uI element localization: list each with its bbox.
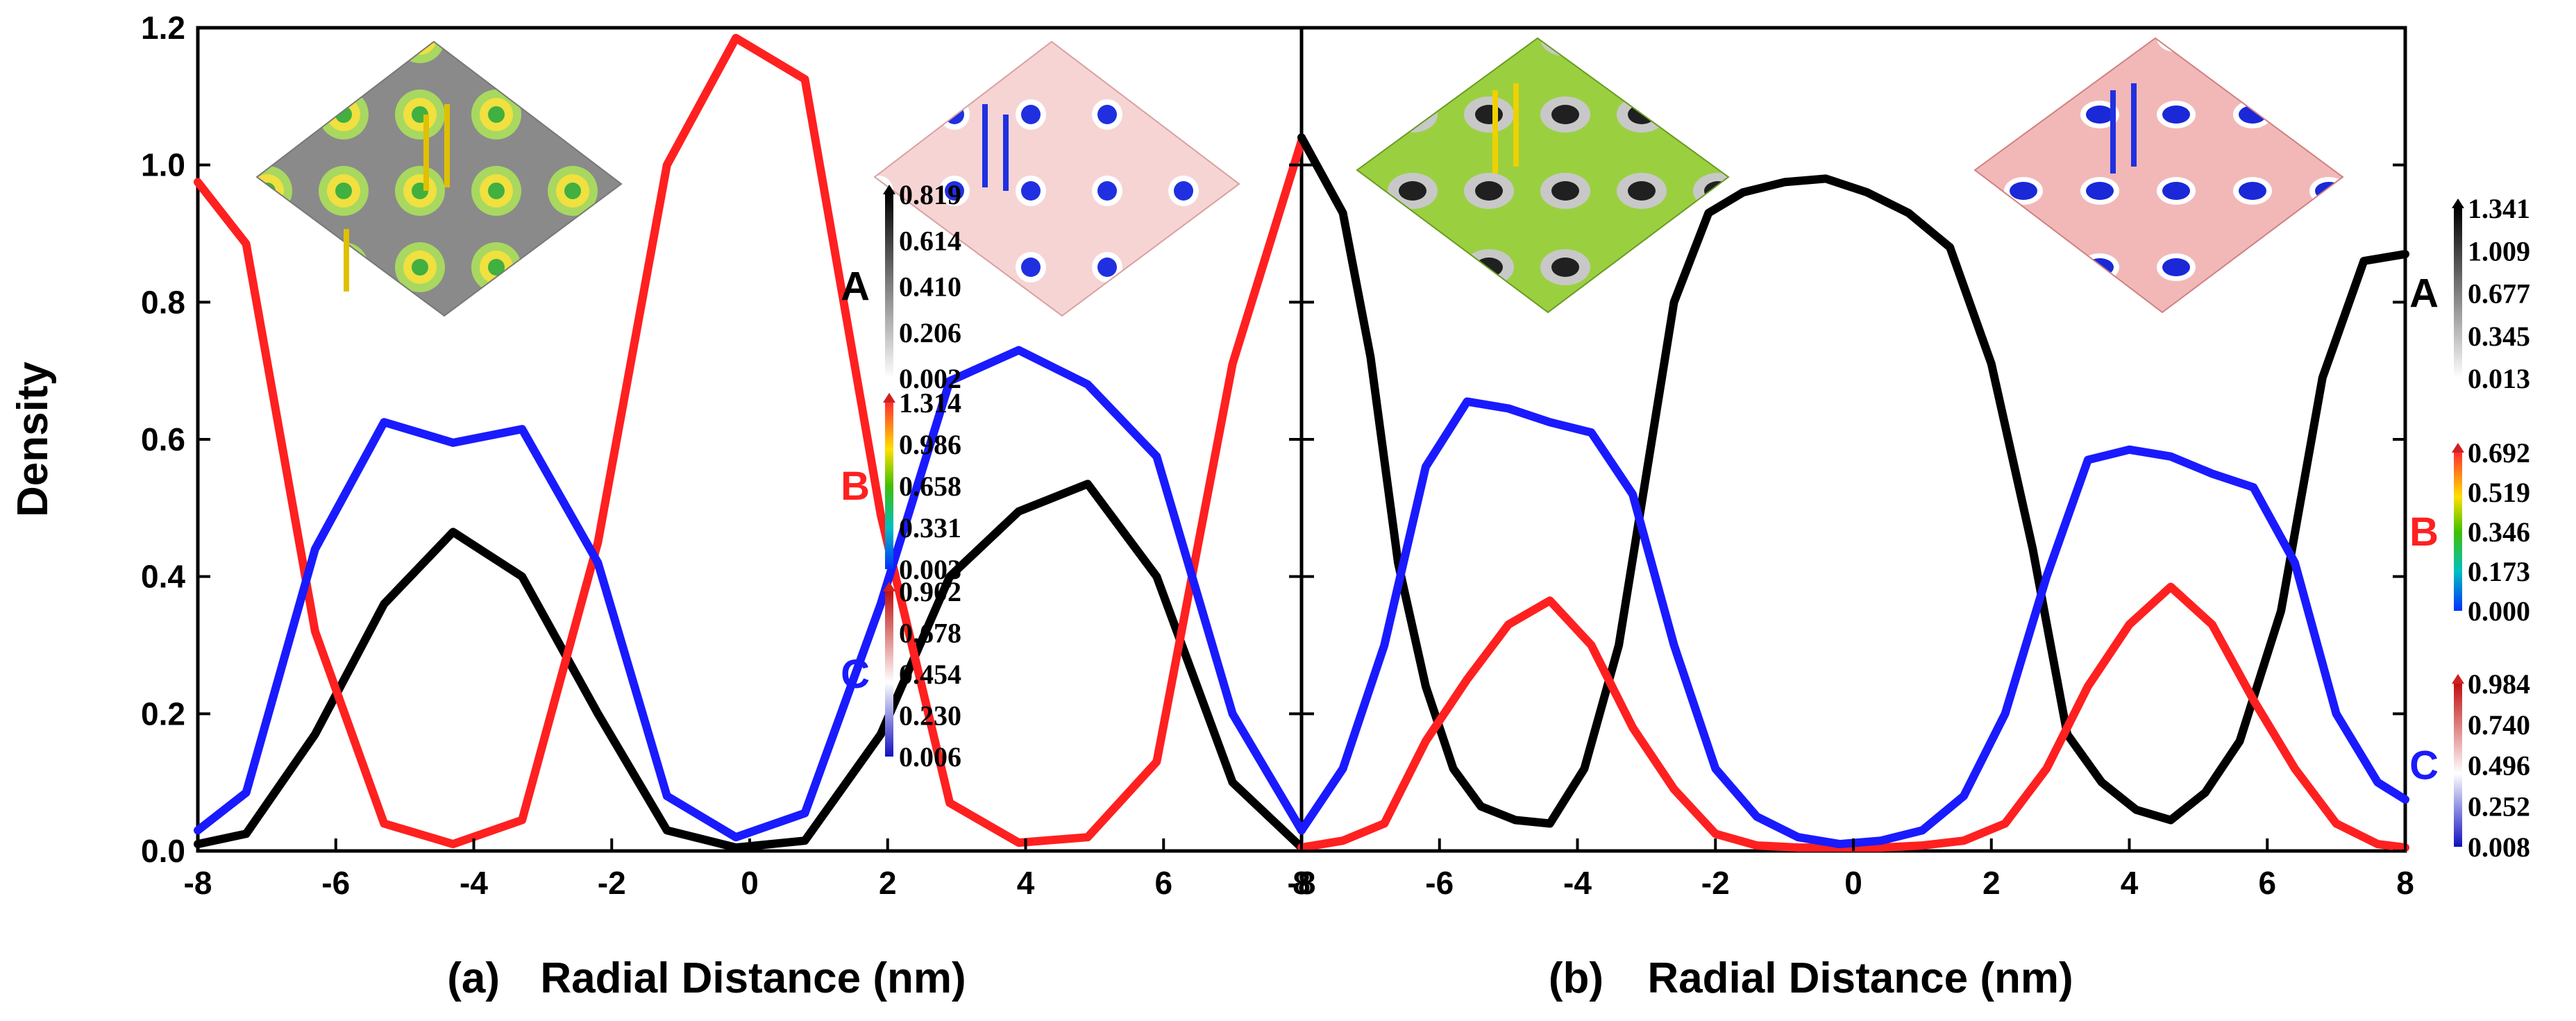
x-tick-label-b-4: 0: [1844, 865, 1862, 901]
colorbar-tick-A-a-2: 0.410: [899, 271, 961, 303]
colorbar-tick-A-b-0: 1.341: [2468, 193, 2530, 224]
colorbar-A-a: 0.819 0.614 0.410 0.206 0.002 A: [841, 179, 961, 394]
y-axis-title: Density: [9, 362, 57, 517]
colorbar-strip-A-b: [2454, 208, 2462, 378]
colorbar-tick-A-a-3: 0.206: [899, 317, 961, 348]
colorbar-strip-C-b: [2454, 684, 2462, 847]
colorbar-tick-B-b-2: 0.346: [2468, 516, 2530, 548]
x-tick-label-a-6: 4: [1017, 865, 1035, 901]
colorbar-tick-C-b-1: 0.740: [2468, 709, 2530, 741]
colorbar-tick-C-b-0: 0.984: [2468, 668, 2530, 700]
inset-map-b-right: [1973, 37, 2344, 314]
colorbar-tick-B-b-0: 0.692: [2468, 437, 2530, 469]
x-tick-label-a-8: 8: [1293, 865, 1311, 901]
x-tick-label-a-7: 6: [1154, 865, 1172, 901]
series-line-A-b: [1297, 133, 2409, 828]
panel-label-b: (b): [1549, 954, 1603, 1002]
colorbar-tick-B-b-1: 0.519: [2468, 477, 2530, 508]
colorbar-label-C-a: C: [841, 652, 870, 697]
colorbar-strip-A-a: [885, 194, 893, 378]
x-tick-label-b-1: -6: [1425, 865, 1454, 901]
x-axis-title-a: Radial Distance (nm): [540, 954, 966, 1002]
series-line-C-a: [194, 346, 1306, 842]
colorbar-tick-A-a-1: 0.614: [899, 225, 961, 256]
colorbar-arrow-A-b: [2452, 199, 2464, 208]
colorbar-label-A-a: A: [841, 264, 870, 310]
colorbar-arrow-B-b: [2452, 443, 2464, 453]
colorbar-strip-B-a: [885, 403, 893, 569]
x-tick-label-b-0: -8: [1288, 865, 1316, 901]
x-tick-label-a-1: -6: [321, 865, 350, 901]
y-tick-label-1: 0.2: [141, 695, 185, 732]
x-tick-label-a-5: 2: [879, 865, 897, 901]
colorbar-label-B-a: B: [841, 464, 870, 509]
x-tick-label-b-3: -2: [1701, 865, 1730, 901]
y-tick-label-4: 0.8: [141, 284, 185, 320]
colorbar-label-C-b: C: [2409, 743, 2439, 788]
x-tick-label-b-2: -4: [1563, 865, 1592, 901]
x-axis-title-b: Radial Distance (nm): [1647, 954, 2073, 1002]
colorbar-tick-B-a-4: 0.003: [899, 554, 961, 585]
series-line-A-a: [194, 480, 1306, 852]
colorbar-tick-B-b-4: 0.000: [2468, 596, 2530, 627]
colorbar-arrow-B-a: [883, 393, 895, 403]
colorbar-tick-A-b-1: 1.009: [2468, 235, 2530, 267]
colorbar-tick-B-b-3: 0.173: [2468, 556, 2530, 587]
x-tick-label-b-7: 6: [2258, 865, 2276, 901]
colorbar-tick-C-b-4: 0.008: [2468, 832, 2530, 863]
y-tick-label-0: 0.0: [141, 833, 185, 869]
colorbar-tick-A-a-0: 0.819: [899, 179, 961, 210]
series-line-C-b: [1297, 397, 2409, 849]
colorbar-arrow-A-a: [883, 185, 895, 194]
y-tick-label-6: 1.2: [141, 10, 185, 46]
x-tick-label-a-3: -2: [598, 865, 626, 901]
colorbar-strip-C-a: [885, 591, 893, 757]
y-tick-label-5: 1.0: [141, 147, 185, 183]
colorbar-tick-C-b-3: 0.252: [2468, 791, 2530, 822]
colorbar-arrow-C-b: [2452, 674, 2464, 684]
colorbar-label-A-b: A: [2409, 271, 2439, 317]
colorbar-tick-C-a-1: 0.678: [899, 618, 961, 649]
panel-label-a: (a): [447, 954, 500, 1002]
colorbar-tick-B-a-1: 0.986: [899, 429, 961, 460]
colorbar-C-b: 0.984 0.740 0.496 0.252 0.008 C: [2409, 668, 2530, 863]
series-line-B-b: [1297, 582, 2409, 852]
inset-map-b-left: [1356, 37, 1730, 314]
series-line-B-a: [194, 33, 1306, 849]
inset-map-a-left: [255, 40, 623, 317]
colorbar-tick-C-a-0: 0.902: [899, 576, 961, 607]
colorbar-A-b: 1.341 1.009 0.677 0.345 0.013 A: [2409, 193, 2530, 394]
x-tick-label-a-4: 0: [741, 865, 759, 901]
colorbar-tick-C-a-2: 0.454: [899, 659, 961, 690]
colorbar-tick-A-b-3: 0.345: [2468, 321, 2530, 352]
colorbar-B-b: 0.692 0.519 0.346 0.173 0.000 B: [2409, 437, 2530, 627]
colorbar-tick-B-a-0: 1.314: [899, 387, 961, 419]
x-tick-label-b-8: 8: [2396, 865, 2414, 901]
colorbar-tick-A-a-4: 0.002: [899, 363, 961, 394]
colorbar-tick-A-b-4: 0.013: [2468, 363, 2530, 394]
colorbar-tick-A-b-2: 0.677: [2468, 278, 2530, 310]
colorbar-tick-B-a-3: 0.331: [899, 512, 961, 543]
x-tick-label-a-2: -4: [460, 865, 488, 901]
colorbar-arrow-C-a: [883, 582, 895, 591]
colorbar-tick-C-a-3: 0.230: [899, 700, 961, 732]
colorbar-B-a: 1.314 0.986 0.658 0.331 0.003 B: [841, 387, 961, 585]
colorbar-label-B-b: B: [2409, 509, 2439, 555]
x-tick-label-b-6: 4: [2121, 865, 2139, 901]
inset-map-a-right: [873, 40, 1240, 317]
x-tick-label-b-5: 2: [1982, 865, 2001, 901]
y-tick-label-3: 0.6: [141, 421, 185, 457]
y-tick-label-2: 0.4: [141, 559, 185, 595]
colorbar-tick-C-a-4: 0.006: [899, 741, 961, 773]
colorbar-tick-C-b-2: 0.496: [2468, 750, 2530, 782]
colorbar-tick-B-a-2: 0.658: [899, 471, 961, 502]
colorbar-strip-B-b: [2454, 453, 2462, 611]
x-tick-label-a-0: -8: [184, 865, 212, 901]
colorbar-C-a: 0.902 0.678 0.454 0.230 0.006 C: [841, 576, 961, 773]
